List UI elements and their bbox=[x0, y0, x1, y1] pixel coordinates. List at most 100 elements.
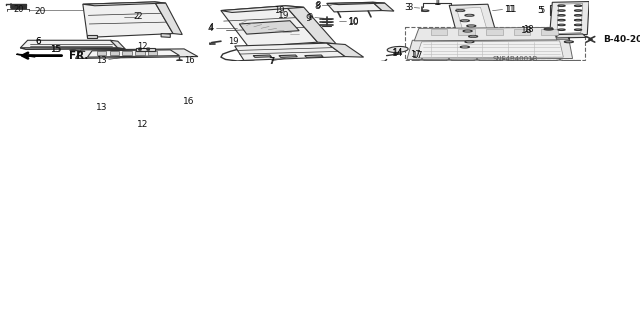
Polygon shape bbox=[279, 55, 298, 57]
Circle shape bbox=[574, 29, 582, 31]
Circle shape bbox=[471, 36, 475, 37]
Circle shape bbox=[574, 19, 582, 21]
Circle shape bbox=[473, 60, 481, 62]
Bar bbox=[431, 29, 447, 35]
Text: 10: 10 bbox=[348, 18, 360, 26]
Polygon shape bbox=[449, 4, 502, 53]
Circle shape bbox=[574, 5, 582, 6]
Text: 3: 3 bbox=[404, 3, 410, 12]
Circle shape bbox=[70, 50, 76, 51]
Circle shape bbox=[465, 14, 474, 16]
Circle shape bbox=[422, 10, 429, 11]
Text: 1: 1 bbox=[435, 0, 440, 7]
Polygon shape bbox=[88, 50, 179, 57]
Circle shape bbox=[467, 25, 476, 27]
Text: 18: 18 bbox=[520, 26, 532, 34]
Circle shape bbox=[460, 46, 470, 48]
Text: 7: 7 bbox=[269, 57, 275, 66]
Bar bbox=[486, 29, 502, 35]
Circle shape bbox=[558, 10, 565, 11]
Polygon shape bbox=[76, 49, 198, 58]
Polygon shape bbox=[285, 6, 336, 44]
Text: 9: 9 bbox=[305, 14, 311, 23]
Polygon shape bbox=[414, 27, 557, 41]
Circle shape bbox=[500, 60, 508, 62]
Bar bbox=[405, 27, 584, 60]
Polygon shape bbox=[221, 6, 304, 12]
Polygon shape bbox=[305, 55, 323, 57]
Text: 11: 11 bbox=[506, 5, 518, 14]
Circle shape bbox=[138, 49, 141, 50]
Polygon shape bbox=[239, 21, 299, 34]
Text: 19: 19 bbox=[278, 11, 289, 20]
Bar bbox=[136, 48, 155, 51]
Polygon shape bbox=[373, 2, 394, 11]
Polygon shape bbox=[17, 54, 35, 57]
Circle shape bbox=[558, 15, 565, 16]
Bar bbox=[148, 51, 157, 55]
Text: 5: 5 bbox=[538, 6, 543, 15]
Bar bbox=[541, 29, 558, 35]
Polygon shape bbox=[253, 55, 271, 57]
Polygon shape bbox=[155, 2, 182, 34]
Circle shape bbox=[460, 20, 470, 22]
Polygon shape bbox=[407, 39, 573, 59]
Circle shape bbox=[458, 10, 462, 11]
Text: 8: 8 bbox=[315, 2, 321, 11]
Bar bbox=[122, 51, 132, 55]
Polygon shape bbox=[550, 2, 589, 35]
Circle shape bbox=[574, 10, 582, 11]
Bar bbox=[135, 51, 145, 55]
Bar bbox=[109, 51, 119, 55]
Circle shape bbox=[558, 29, 565, 31]
Circle shape bbox=[418, 60, 425, 62]
Polygon shape bbox=[83, 2, 166, 6]
Circle shape bbox=[456, 10, 465, 11]
Text: 17: 17 bbox=[412, 50, 423, 60]
Circle shape bbox=[380, 61, 388, 63]
Circle shape bbox=[558, 19, 565, 21]
Text: 2: 2 bbox=[136, 12, 142, 21]
Ellipse shape bbox=[387, 47, 408, 53]
Text: FR.: FR. bbox=[69, 51, 88, 61]
Polygon shape bbox=[555, 34, 586, 38]
Text: 20: 20 bbox=[13, 5, 24, 14]
Polygon shape bbox=[235, 43, 345, 60]
Polygon shape bbox=[456, 7, 492, 50]
Text: 12: 12 bbox=[137, 120, 148, 129]
Text: 8: 8 bbox=[315, 1, 321, 10]
Text: 3: 3 bbox=[407, 3, 412, 12]
Text: 19: 19 bbox=[275, 6, 285, 15]
Text: 13: 13 bbox=[96, 56, 107, 65]
Circle shape bbox=[468, 15, 471, 16]
Text: 12: 12 bbox=[138, 42, 148, 51]
Circle shape bbox=[529, 60, 536, 62]
Text: 4: 4 bbox=[208, 23, 214, 32]
Circle shape bbox=[558, 5, 565, 6]
Text: 2: 2 bbox=[134, 12, 139, 21]
Text: 6: 6 bbox=[35, 37, 40, 46]
Polygon shape bbox=[221, 6, 317, 47]
Polygon shape bbox=[161, 33, 170, 37]
Text: 14: 14 bbox=[392, 49, 403, 58]
Text: 5: 5 bbox=[540, 6, 545, 15]
Text: 18: 18 bbox=[524, 25, 534, 34]
Polygon shape bbox=[111, 40, 125, 49]
Circle shape bbox=[558, 24, 565, 26]
Text: 11: 11 bbox=[504, 5, 515, 14]
Polygon shape bbox=[327, 43, 364, 57]
Polygon shape bbox=[327, 2, 382, 12]
Text: 16: 16 bbox=[183, 97, 195, 106]
Polygon shape bbox=[557, 4, 582, 33]
Text: 4: 4 bbox=[208, 24, 214, 33]
Text: 13: 13 bbox=[95, 103, 107, 112]
Circle shape bbox=[556, 60, 563, 62]
Circle shape bbox=[468, 41, 471, 42]
Text: 9: 9 bbox=[308, 13, 313, 22]
Circle shape bbox=[463, 20, 467, 21]
Text: 16: 16 bbox=[184, 56, 195, 65]
Circle shape bbox=[177, 60, 182, 61]
Bar bbox=[514, 29, 530, 35]
Text: 19: 19 bbox=[228, 37, 239, 46]
Text: 15: 15 bbox=[51, 45, 63, 54]
